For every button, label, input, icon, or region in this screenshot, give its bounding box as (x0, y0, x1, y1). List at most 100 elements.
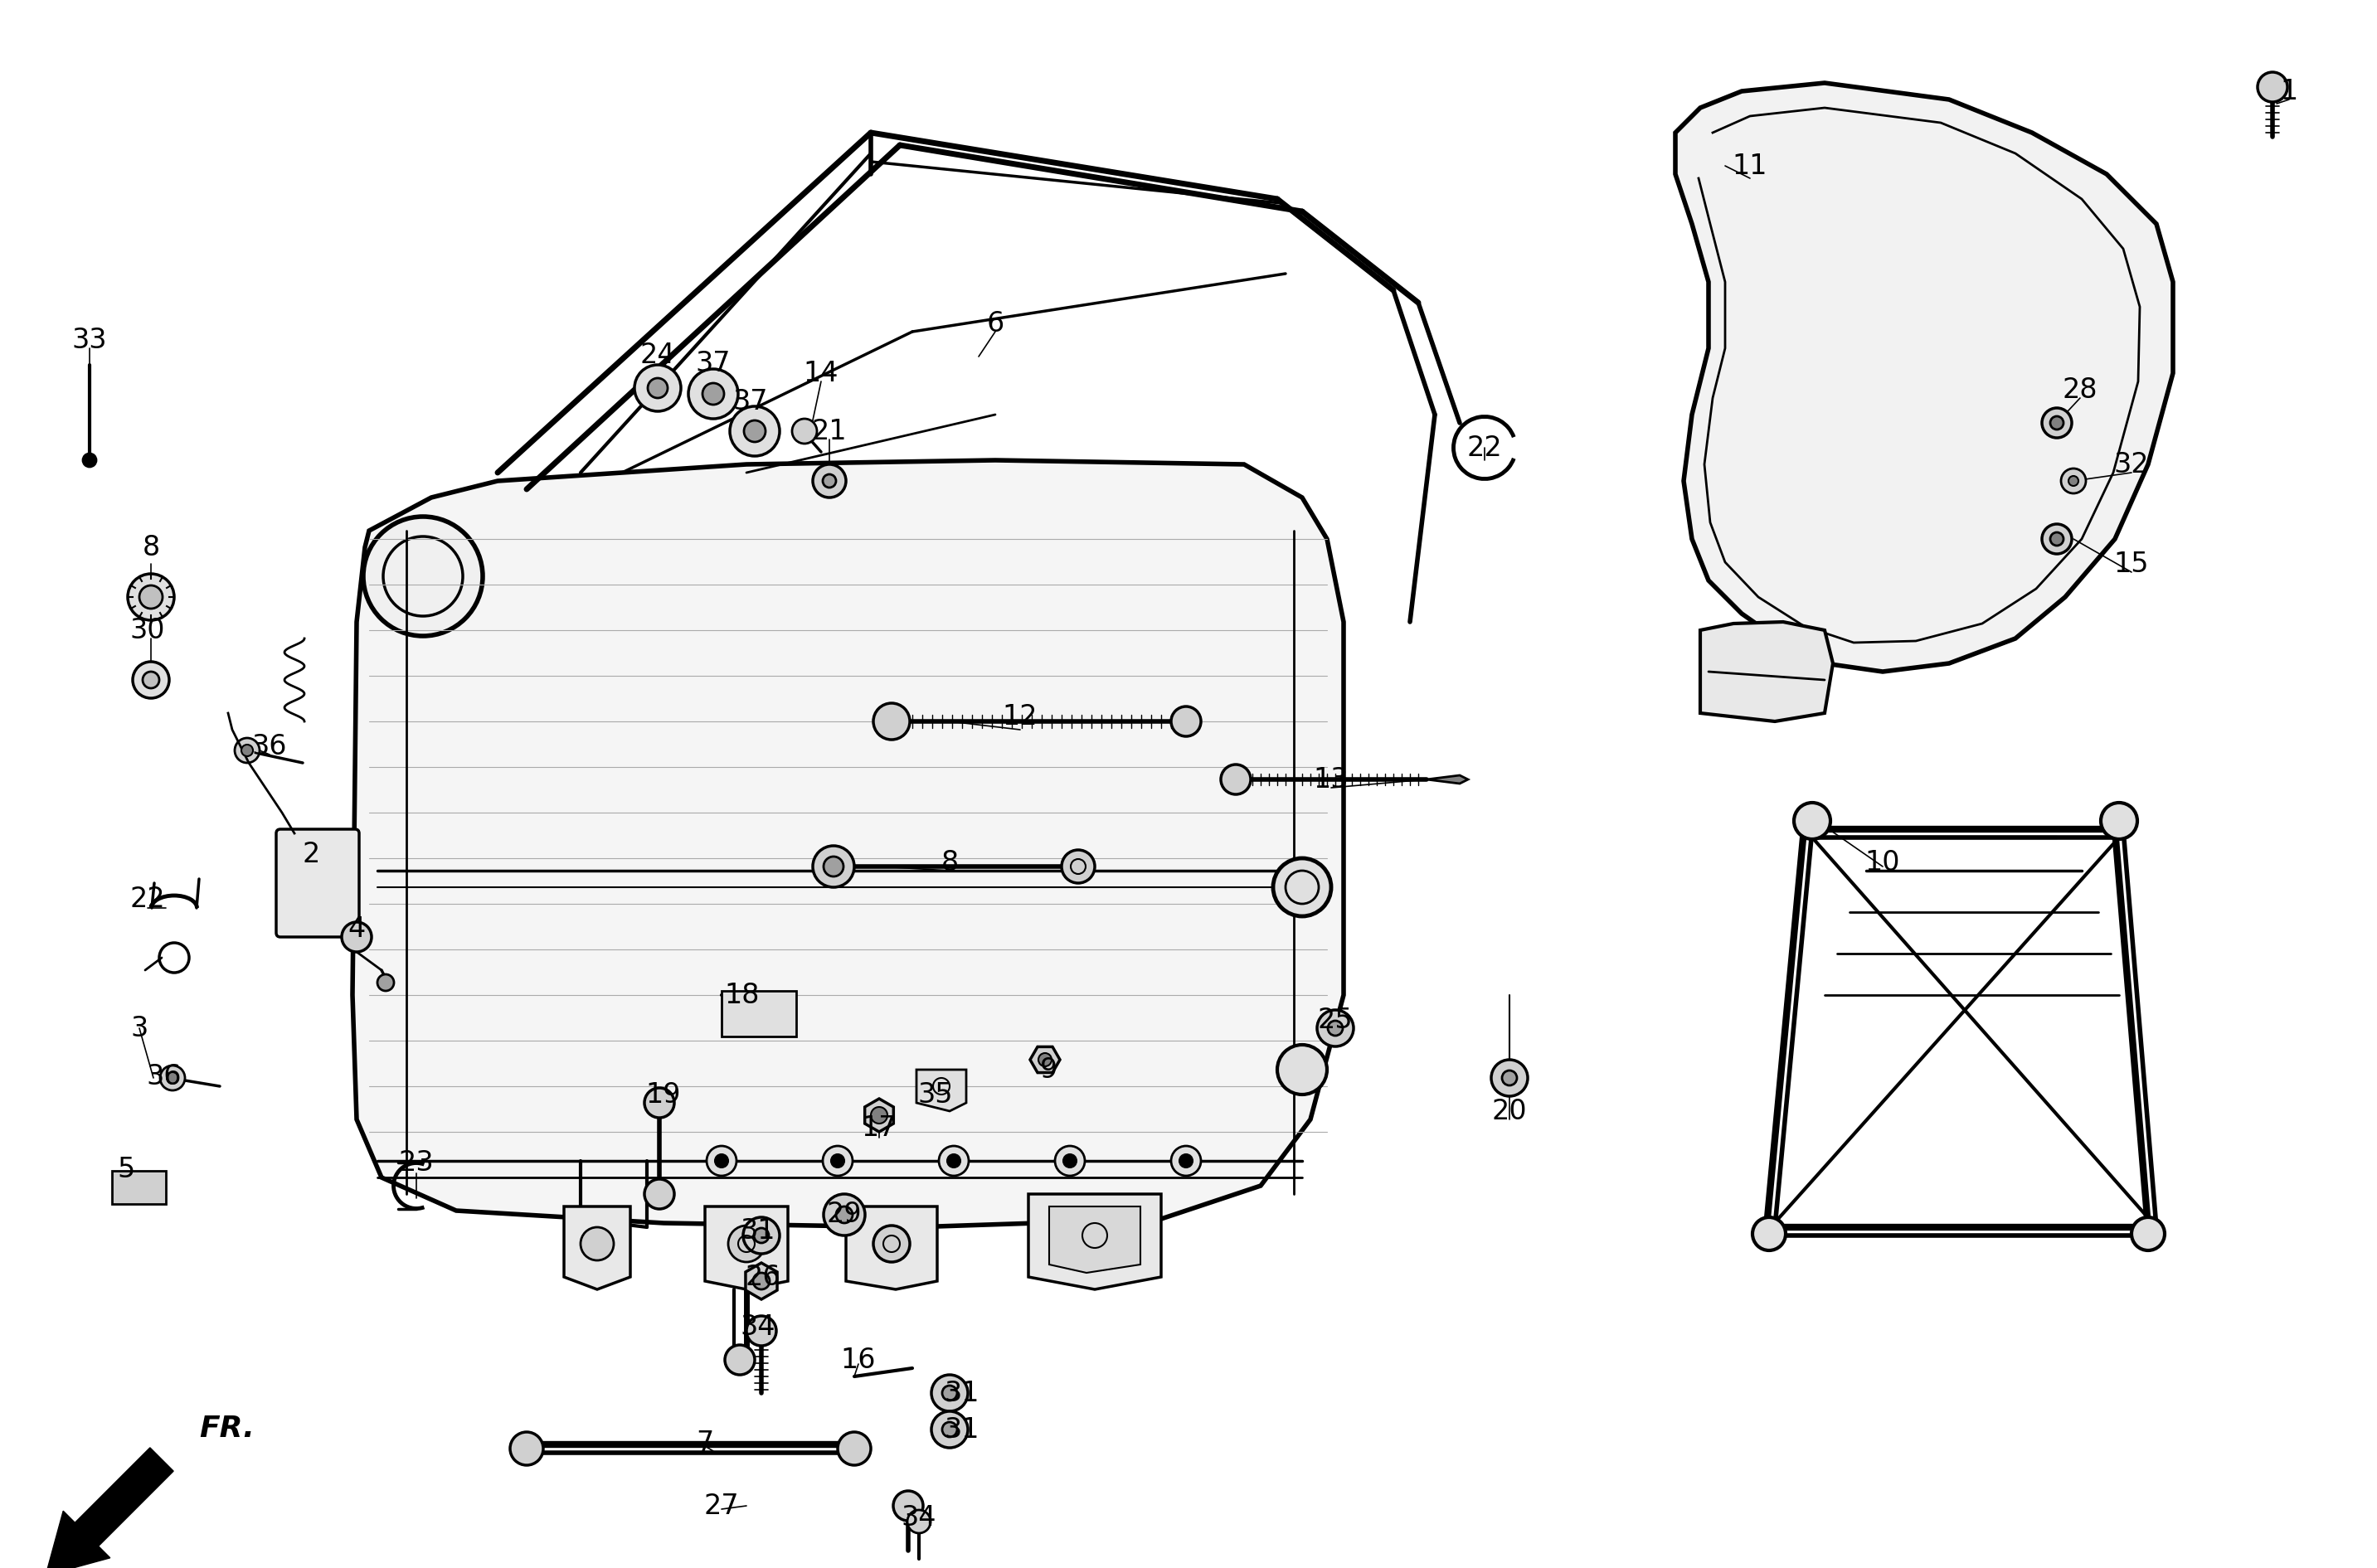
Circle shape (235, 739, 259, 764)
Circle shape (837, 1206, 853, 1223)
Text: 8: 8 (143, 533, 159, 561)
Text: 22: 22 (1467, 434, 1502, 461)
Polygon shape (746, 1262, 777, 1300)
Circle shape (832, 1154, 844, 1168)
Text: 1: 1 (2280, 77, 2299, 105)
Circle shape (932, 1411, 967, 1447)
FancyBboxPatch shape (276, 829, 359, 938)
Polygon shape (563, 1206, 630, 1289)
Text: 37: 37 (732, 389, 768, 416)
Text: 24: 24 (639, 342, 675, 368)
Circle shape (140, 585, 162, 608)
Text: 30: 30 (131, 616, 166, 644)
Circle shape (1795, 803, 1830, 839)
Circle shape (128, 574, 174, 621)
Text: 15: 15 (2113, 550, 2149, 577)
Circle shape (706, 1146, 737, 1176)
Circle shape (133, 662, 169, 698)
Polygon shape (865, 1099, 894, 1132)
Circle shape (2051, 416, 2063, 430)
Text: 34: 34 (739, 1312, 775, 1341)
Circle shape (1179, 1154, 1193, 1168)
Text: 34: 34 (901, 1504, 937, 1530)
Text: 6: 6 (986, 310, 1003, 337)
Text: 9: 9 (1041, 1055, 1058, 1083)
Circle shape (941, 1422, 958, 1436)
Text: 31: 31 (739, 1218, 775, 1245)
Polygon shape (846, 1206, 937, 1289)
Polygon shape (1029, 1195, 1160, 1289)
Text: 28: 28 (2063, 376, 2099, 403)
Circle shape (730, 406, 780, 456)
Circle shape (870, 1107, 887, 1124)
Circle shape (2051, 533, 2063, 546)
Circle shape (908, 1510, 929, 1534)
Text: 23: 23 (399, 1149, 435, 1176)
Polygon shape (1029, 1047, 1060, 1073)
Text: 27: 27 (704, 1493, 739, 1519)
Polygon shape (723, 991, 796, 1036)
Circle shape (644, 1088, 675, 1118)
Circle shape (941, 1386, 958, 1400)
Circle shape (1274, 858, 1331, 916)
Circle shape (83, 453, 95, 467)
Circle shape (894, 1491, 922, 1521)
Text: 8: 8 (941, 848, 958, 877)
Circle shape (1055, 1146, 1084, 1176)
Circle shape (746, 1316, 777, 1345)
Text: 2: 2 (302, 840, 321, 867)
Circle shape (822, 1146, 853, 1176)
Text: 5: 5 (116, 1156, 135, 1182)
Text: 14: 14 (803, 359, 839, 387)
Circle shape (2132, 1217, 2165, 1250)
Circle shape (342, 922, 371, 952)
Circle shape (946, 1154, 960, 1168)
Text: 37: 37 (696, 350, 730, 376)
Circle shape (715, 1154, 727, 1168)
Polygon shape (918, 1069, 965, 1112)
Circle shape (837, 1432, 870, 1465)
Text: 4: 4 (347, 916, 366, 942)
Text: 29: 29 (827, 1201, 863, 1228)
Text: 16: 16 (841, 1347, 877, 1374)
Circle shape (727, 1226, 765, 1262)
Text: 18: 18 (725, 982, 761, 1008)
Text: 3: 3 (131, 1014, 147, 1041)
Circle shape (143, 671, 159, 688)
Circle shape (754, 1273, 770, 1289)
Circle shape (872, 1226, 910, 1262)
Circle shape (1752, 1217, 1785, 1250)
Polygon shape (352, 459, 1343, 1228)
Circle shape (1172, 707, 1200, 737)
Text: 19: 19 (647, 1080, 682, 1109)
Circle shape (635, 365, 680, 411)
Text: 7: 7 (696, 1428, 713, 1457)
Text: 17: 17 (860, 1113, 896, 1142)
Circle shape (939, 1146, 970, 1176)
Text: 31: 31 (944, 1416, 979, 1443)
Circle shape (792, 419, 818, 444)
Circle shape (511, 1432, 544, 1465)
Circle shape (1276, 1044, 1326, 1094)
Polygon shape (1048, 1206, 1141, 1273)
Circle shape (649, 378, 668, 398)
Circle shape (2068, 477, 2077, 486)
Text: 13: 13 (1314, 765, 1348, 793)
Circle shape (364, 516, 483, 637)
Circle shape (822, 856, 844, 877)
Text: 35: 35 (918, 1080, 953, 1109)
Text: 12: 12 (1003, 704, 1039, 731)
Circle shape (813, 464, 846, 497)
Circle shape (378, 974, 395, 991)
Polygon shape (1676, 83, 2173, 671)
Text: 25: 25 (1317, 1007, 1353, 1033)
Circle shape (822, 474, 837, 488)
Text: 36: 36 (147, 1063, 183, 1090)
Text: 20: 20 (1493, 1098, 1526, 1124)
Text: 21: 21 (811, 417, 846, 445)
Circle shape (744, 420, 765, 442)
Polygon shape (706, 1206, 787, 1289)
Text: 33: 33 (71, 326, 107, 354)
Text: 36: 36 (252, 732, 288, 760)
Polygon shape (1700, 622, 1833, 721)
